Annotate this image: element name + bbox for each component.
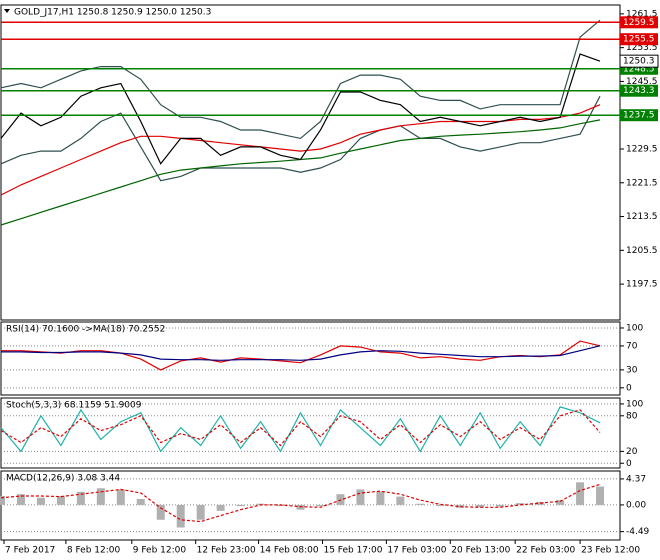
y-tick-label: 1213.5 (626, 212, 658, 222)
histogram-bar (456, 504, 465, 508)
x-tick-label: 9 Feb 12:00 (133, 546, 187, 556)
panel-title: GOLD_J17,H1 1250.8 1250.9 1250.0 1250.3 (14, 8, 211, 18)
y-tick-label: 80 (626, 411, 638, 421)
x-tick-label: 14 Feb 08:00 (260, 546, 319, 556)
y-tick-label: 1245.5 (626, 77, 658, 87)
level-label: 1248.5 (623, 64, 655, 74)
y-tick-label: 0 (626, 383, 632, 393)
price-label: 1250.3 (623, 57, 655, 67)
level-label: 1259.5 (623, 18, 655, 28)
histogram-bar (36, 497, 45, 505)
x-tick-label: 12 Feb 23:00 (197, 546, 256, 556)
y-tick-label: 100 (626, 399, 643, 409)
y-tick-label: 0.00 (626, 500, 646, 510)
series-line (0, 104, 601, 196)
level-label-box (620, 16, 658, 29)
histogram-bar (416, 503, 425, 505)
series-line (0, 19, 601, 140)
series-line (0, 406, 601, 453)
y-tick-label: 20 (626, 447, 638, 457)
x-tick-label: 17 Feb 03:00 (387, 546, 446, 556)
y-tick-label: 1205.5 (626, 246, 658, 256)
x-tick-label: 7 Feb 2017 (5, 546, 55, 556)
histogram-bar (376, 491, 385, 505)
histogram-bar (236, 504, 245, 507)
level-label: 1243.3 (623, 86, 655, 96)
x-tick-label: 8 Feb 12:00 (67, 546, 121, 556)
x-tick-label: 15 Feb 17:00 (323, 546, 382, 556)
y-tick-label: 70 (626, 341, 638, 351)
histogram-bar (216, 504, 225, 511)
level-label-box (620, 109, 658, 122)
histogram-bar (576, 482, 585, 505)
histogram-bar (516, 503, 525, 505)
histogram-bar (156, 504, 165, 520)
histogram-bar (136, 498, 145, 505)
histogram-bar (76, 491, 85, 505)
y-tick-label: 0 (626, 459, 632, 469)
panel-frame (0, 4, 621, 321)
y-tick-label: 1197.5 (626, 280, 658, 290)
level-label: 1255.5 (623, 35, 655, 45)
series-line (0, 95, 601, 182)
series-line (0, 53, 601, 165)
y-tick-label: 30 (626, 365, 638, 375)
x-tick-label: 23 Feb 12:00 (581, 546, 640, 556)
x-tick-label: 20 Feb 13:00 (451, 546, 510, 556)
histogram-bar (556, 500, 565, 505)
level-label-box (620, 33, 658, 46)
panel-title: Stoch(5,3,3) 68.1159 51.9009 (6, 401, 142, 411)
menu-icon (4, 9, 10, 13)
series-line (1, 340, 601, 371)
histogram-bar (316, 504, 325, 507)
histogram-bar (176, 504, 185, 528)
y-tick-label: 1221.5 (626, 178, 658, 188)
series-line (0, 409, 601, 447)
level-label: 1237.5 (623, 111, 655, 121)
histogram-bar (116, 489, 125, 505)
histogram-bar (496, 504, 505, 507)
panel-frame (0, 397, 621, 469)
panel-frame (0, 470, 621, 541)
histogram-bar (596, 486, 605, 505)
y-tick-label: 4.37 (626, 474, 646, 484)
series-line (0, 483, 601, 523)
histogram-bar (56, 495, 65, 505)
x-tick-label: 22 Feb 03:00 (516, 546, 575, 556)
panel-title: MACD(12,26,9) 3.08 3.44 (6, 474, 120, 484)
histogram-bar (0, 495, 5, 505)
histogram-bar (356, 489, 365, 505)
panel-frame (0, 321, 621, 396)
series-line (1, 345, 601, 361)
histogram-bar (96, 488, 105, 505)
histogram-bar (396, 496, 405, 505)
y-tick-label: 1253.5 (626, 43, 658, 53)
price-label-box (619, 54, 659, 68)
histogram-bar (196, 504, 205, 520)
y-tick-label: 1261.5 (626, 9, 658, 19)
y-tick-label: -4.49 (626, 527, 650, 537)
histogram-bar (16, 494, 25, 505)
y-tick-label: 100 (626, 323, 643, 333)
panel-title: RSI(14) 70.1600 ->MA(18) 70.2552 (6, 325, 165, 335)
y-tick-label: 1229.5 (626, 144, 658, 154)
level-label-box (620, 84, 658, 97)
histogram-bar (476, 504, 485, 508)
histogram-bar (436, 504, 445, 507)
